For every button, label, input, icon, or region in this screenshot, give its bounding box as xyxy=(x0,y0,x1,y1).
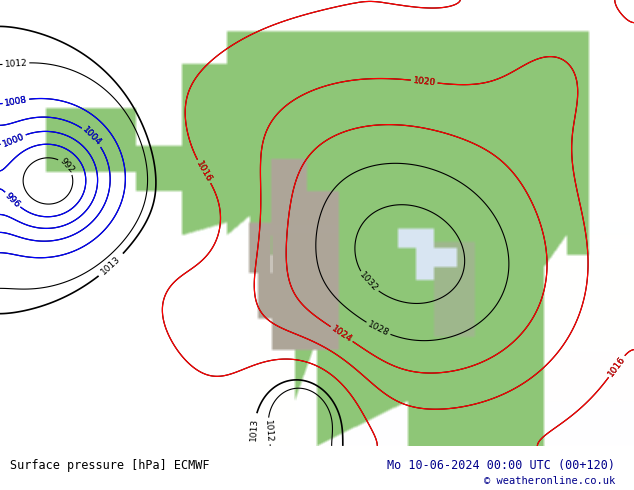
Text: 1000: 1000 xyxy=(1,132,26,148)
Text: 1013: 1013 xyxy=(100,254,123,276)
Text: 1016: 1016 xyxy=(195,159,214,184)
Text: 1012: 1012 xyxy=(4,58,28,69)
Text: 1008: 1008 xyxy=(4,95,28,108)
Text: 1012: 1012 xyxy=(263,419,274,442)
Text: 1020: 1020 xyxy=(412,76,436,87)
Text: 1028: 1028 xyxy=(366,319,391,338)
Text: 1000: 1000 xyxy=(1,132,26,148)
Text: 1008: 1008 xyxy=(4,95,28,108)
Text: 1013: 1013 xyxy=(249,418,259,441)
Text: Surface pressure [hPa] ECMWF: Surface pressure [hPa] ECMWF xyxy=(10,459,209,472)
Text: 996: 996 xyxy=(3,191,22,209)
Text: 1016: 1016 xyxy=(606,354,627,378)
Text: 996: 996 xyxy=(3,191,22,209)
Text: 1016: 1016 xyxy=(195,159,214,184)
Text: 1004: 1004 xyxy=(81,125,103,148)
Text: 1024: 1024 xyxy=(330,324,354,344)
Text: 1024: 1024 xyxy=(330,324,354,344)
Text: 1020: 1020 xyxy=(412,76,436,87)
Text: 1004: 1004 xyxy=(81,125,103,148)
Text: 992: 992 xyxy=(58,156,76,175)
Text: Mo 10-06-2024 00:00 UTC (00+120): Mo 10-06-2024 00:00 UTC (00+120) xyxy=(387,459,615,472)
Text: 1016: 1016 xyxy=(606,354,627,378)
Text: © weatheronline.co.uk: © weatheronline.co.uk xyxy=(484,476,615,486)
Text: 1032: 1032 xyxy=(358,270,380,294)
